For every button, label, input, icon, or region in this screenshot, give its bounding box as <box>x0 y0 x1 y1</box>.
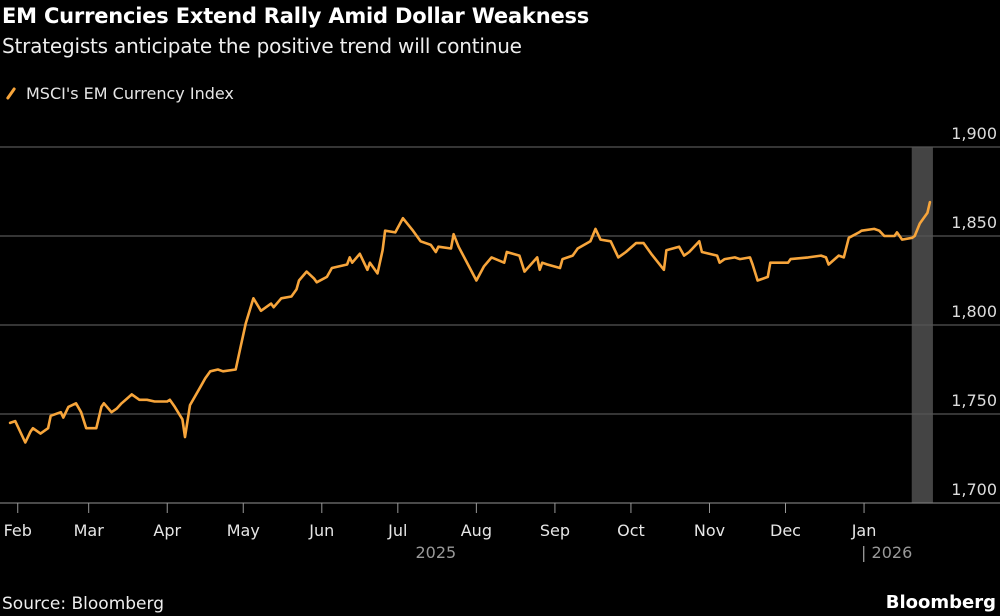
year-label: 2025 <box>415 543 456 562</box>
x-tick-label: Feb <box>4 521 32 540</box>
x-tick-label: Jan <box>851 521 877 540</box>
legend: MSCI's EM Currency Index <box>4 84 234 103</box>
bloomberg-logo: Bloomberg <box>885 592 996 613</box>
y-tick-label: 1,900 <box>951 124 997 143</box>
x-tick-label: Aug <box>461 521 492 540</box>
x-tick-label: Oct <box>617 521 645 540</box>
y-tick-label: 1,700 <box>951 480 997 499</box>
x-tick-label: Jul <box>387 521 407 540</box>
y-tick-label: 1,850 <box>951 213 997 232</box>
x-tick-label: Nov <box>694 521 725 540</box>
x-tick-label: May <box>227 521 260 540</box>
x-tick-label: Apr <box>153 521 181 540</box>
chart-subtitle: Strategists anticipate the positive tren… <box>2 34 522 58</box>
x-tick-label: Mar <box>74 521 105 540</box>
y-tick-label: 1,750 <box>951 391 997 410</box>
source-note: Source: Bloomberg <box>2 594 164 614</box>
legend-label: MSCI's EM Currency Index <box>26 84 234 103</box>
series-line <box>8 200 932 444</box>
x-tick-label: Jun <box>308 521 334 540</box>
x-tick-label: Sep <box>540 521 570 540</box>
year-label: | 2026 <box>861 543 912 562</box>
chart-title: EM Currencies Extend Rally Amid Dollar W… <box>2 4 590 28</box>
x-tick-label: Dec <box>770 521 801 540</box>
y-tick-label: 1,800 <box>951 302 997 321</box>
